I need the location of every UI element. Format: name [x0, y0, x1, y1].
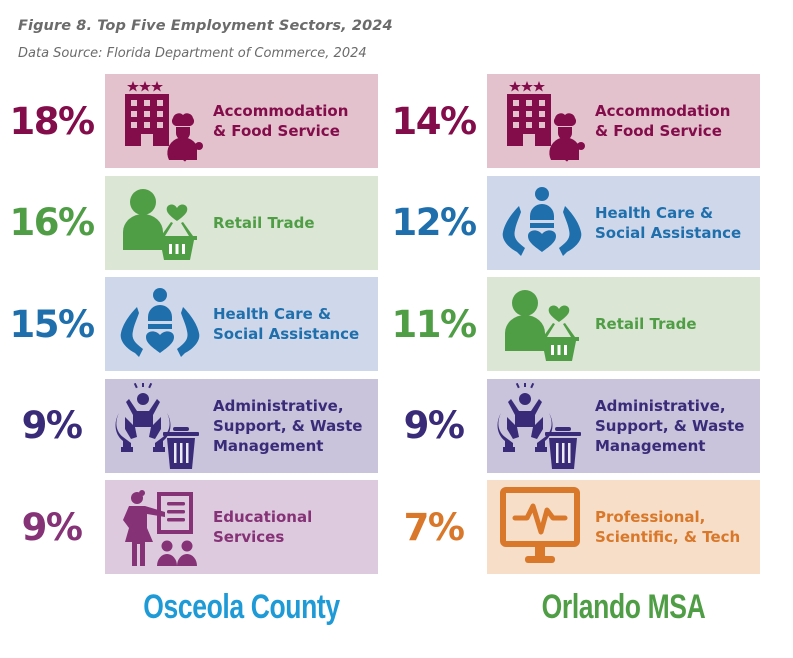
hotel-chef-icon — [497, 78, 587, 164]
sector-row: 18% Accommodation & Food Service — [0, 74, 380, 168]
sector-label: Educational Services — [213, 508, 313, 546]
sector-box: Retail Trade — [487, 277, 760, 371]
monitor-pulse-icon — [497, 484, 587, 570]
sector-percent: 18% — [9, 99, 95, 143]
sector-percent: 16% — [9, 201, 95, 244]
sector-percent: 14% — [391, 99, 477, 143]
sector-row: 7% Professional, Scientific, & Tech — [382, 480, 762, 574]
sector-label: Professional, Scientific, & Tech — [595, 508, 741, 546]
sector-label: Retail Trade — [595, 315, 697, 333]
sector-percent: 7% — [403, 505, 465, 549]
sector-label: Accommodation & Food Service — [595, 102, 731, 140]
sector-row: 14% Accommodation & Food Service — [382, 74, 762, 168]
sector-label: Administrative, Support, & Waste Managem… — [595, 396, 745, 455]
sector-box: Accommodation & Food Service — [105, 74, 378, 168]
support-waste-icon — [115, 382, 205, 469]
shopper-basket-icon — [497, 281, 587, 367]
shopper-basket-icon — [115, 180, 205, 266]
support-waste-icon — [497, 382, 587, 469]
sector-row: 16% Retail Trade — [0, 175, 380, 270]
sector-box: Administrative, Support, & Waste Managem… — [487, 378, 760, 473]
sector-percent: 12% — [391, 201, 477, 244]
sector-box: Professional, Scientific, & Tech — [487, 480, 760, 574]
hotel-chef-icon — [115, 78, 205, 164]
sector-percent: 9% — [21, 505, 83, 549]
sector-row: 9% Educational Services — [0, 480, 380, 574]
data-source: Data Source: Florida Department of Comme… — [18, 46, 367, 61]
teacher-board-icon — [115, 484, 205, 570]
region-label-osceola: Osceola County — [143, 588, 340, 626]
sector-row: 9% Adminis — [382, 378, 762, 473]
sector-row: 12% Health Care & Social Assistance — [382, 175, 762, 270]
sector-box: Health Care & Social Assistance — [105, 277, 378, 371]
caring-hands-icon — [497, 180, 587, 266]
sector-box: Health Care & Social Assistance — [487, 175, 760, 270]
sector-percent: 11% — [391, 302, 477, 346]
sector-percent: 15% — [9, 302, 95, 346]
sector-row: 9% Adminis — [0, 378, 380, 473]
caring-hands-icon — [115, 281, 205, 367]
sector-box: Administrative, Support, & Waste Managem… — [105, 378, 378, 473]
sector-label: Accommodation & Food Service — [213, 102, 349, 140]
sector-percent: 9% — [403, 404, 465, 447]
sector-label: Health Care & Social Assistance — [595, 203, 742, 242]
sector-box: Retail Trade — [105, 175, 378, 270]
sector-row: 11% Retail Trade — [382, 277, 762, 371]
sector-label: Health Care & Social Assistance — [213, 305, 360, 343]
sector-label: Administrative, Support, & Waste Managem… — [213, 396, 363, 455]
sector-percent: 9% — [21, 404, 83, 447]
sector-label: Retail Trade — [213, 213, 315, 232]
figure-title: Figure 8. Top Five Employment Sectors, 2… — [18, 18, 393, 34]
sector-box: Educational Services — [105, 480, 378, 574]
sector-row: 15% Health Care & Social Assistance — [0, 277, 380, 371]
region-label-orlando: Orlando MSA — [541, 588, 706, 626]
sector-box: Accommodation & Food Service — [487, 74, 760, 168]
